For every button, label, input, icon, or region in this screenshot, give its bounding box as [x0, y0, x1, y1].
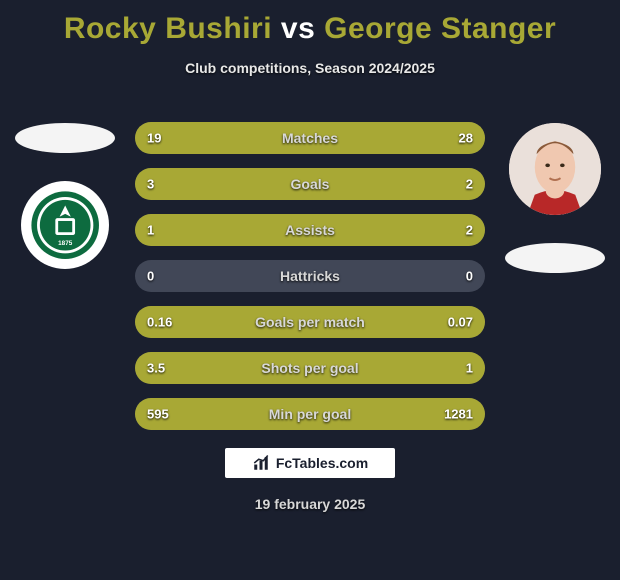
stat-value-left: 19: [147, 131, 161, 146]
title-vs: vs: [281, 12, 315, 45]
stat-label: Hattricks: [280, 268, 340, 284]
stat-label: Min per goal: [269, 406, 351, 422]
svg-text:1875: 1875: [58, 240, 73, 247]
right-player-photo: [509, 123, 601, 215]
stat-label: Goals: [291, 176, 330, 192]
stat-label: Assists: [285, 222, 335, 238]
stat-row: 1 2 Assists: [135, 214, 485, 246]
stat-row: 3 2 Goals: [135, 168, 485, 200]
stat-row: 0 0 Hattricks: [135, 260, 485, 292]
stat-value-right: 0.07: [448, 315, 473, 330]
title-player1: Rocky Bushiri: [64, 12, 272, 45]
stat-value-right: 1281: [444, 407, 473, 422]
stat-value-right: 0: [466, 269, 473, 284]
stat-row: 595 1281 Min per goal: [135, 398, 485, 430]
stat-value-left: 0: [147, 269, 154, 284]
footer-date: 19 february 2025: [255, 496, 366, 512]
stat-row: 19 28 Matches: [135, 122, 485, 154]
footer-brand: FcTables.com: [225, 448, 395, 478]
stat-label: Shots per goal: [261, 360, 358, 376]
stat-value-left: 595: [147, 407, 169, 422]
subtitle: Club competitions, Season 2024/2025: [0, 60, 620, 76]
right-shape-ellipse: [505, 243, 605, 273]
stat-value-left: 1: [147, 223, 154, 238]
stat-value-right: 2: [466, 177, 473, 192]
stats-container: 19 28 Matches 3 2 Goals 1 2 Assists 0 0 Hattricks 0.…: [135, 122, 485, 430]
hibernian-badge-icon: 1875 HIBERNIAN: [30, 190, 100, 260]
stat-row: 0.16 0.07 Goals per match: [135, 306, 485, 338]
stat-value-left: 0.16: [147, 315, 172, 330]
svg-text:HIBERNIAN: HIBERNIAN: [30, 190, 61, 192]
stat-value-right: 28: [459, 131, 473, 146]
stat-label: Goals per match: [255, 314, 365, 330]
stat-label: Matches: [282, 130, 338, 146]
stat-bar-right: [345, 168, 485, 200]
left-club-badge: 1875 HIBERNIAN: [21, 181, 109, 269]
stat-value-left: 3: [147, 177, 154, 192]
left-shape-ellipse: [15, 123, 115, 153]
left-side: 1875 HIBERNIAN: [10, 123, 120, 269]
right-side: [500, 123, 610, 273]
stat-value-right: 2: [466, 223, 473, 238]
player-face-icon: [509, 123, 601, 215]
footer-brand-text: FcTables.com: [276, 455, 368, 471]
stat-row: 3.5 1 Shots per goal: [135, 352, 485, 384]
comparison-title: Rocky Bushiri vs George Stanger: [0, 0, 620, 46]
stat-value-right: 1: [466, 361, 473, 376]
stat-value-left: 3.5: [147, 361, 165, 376]
title-player2: George Stanger: [324, 12, 556, 45]
chart-icon: [252, 454, 270, 472]
stat-bar-right: [408, 352, 485, 384]
